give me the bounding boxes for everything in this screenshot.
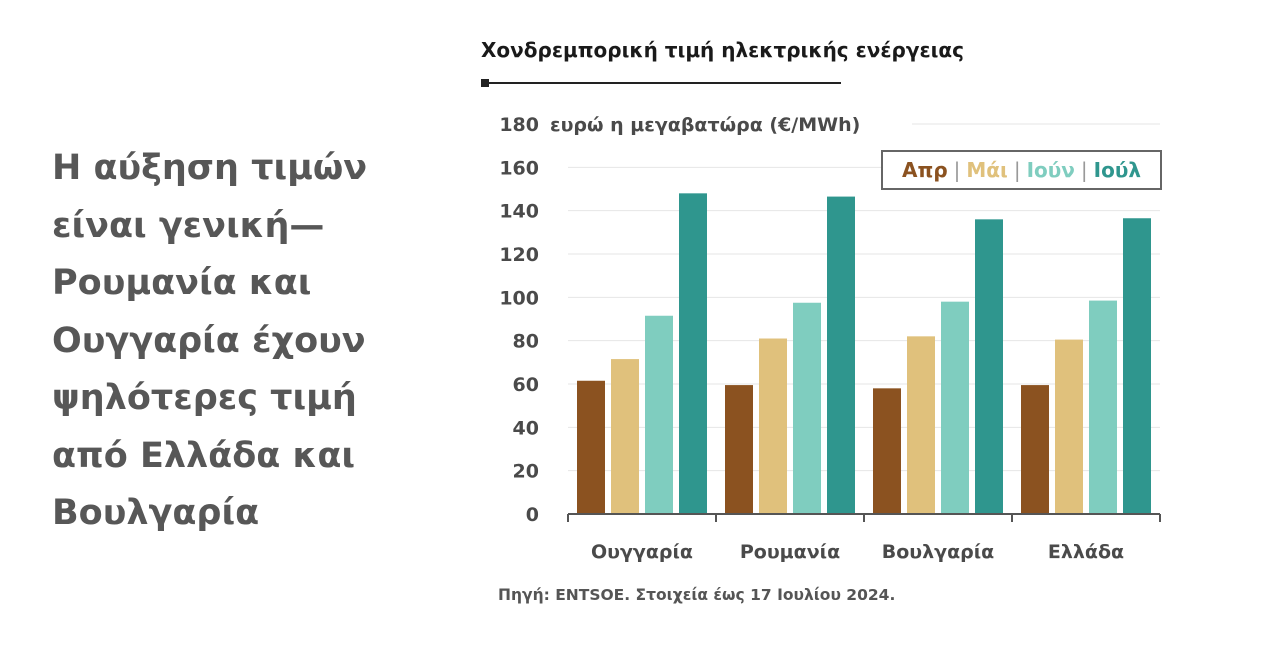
legend-entry: Απρ — [902, 158, 948, 182]
bar — [1089, 300, 1117, 514]
bars — [577, 193, 1151, 515]
bar — [793, 302, 821, 514]
chart-title: Χονδρεμπορική τιμή ηλεκτρικής ενέργειας — [481, 38, 964, 62]
y-tick-label: 80 — [513, 331, 539, 353]
bar — [1021, 385, 1049, 514]
legend-entry: Μάι — [966, 158, 1008, 182]
y-tick-label: 140 — [499, 201, 539, 223]
y-tick-label: 100 — [499, 287, 539, 309]
category-label: Ελλάδα — [1048, 541, 1124, 563]
y-axis-label: ευρώ η μεγαβατώρα (€/MWh) — [550, 114, 860, 136]
y-tick-label: 60 — [513, 374, 539, 396]
title-rule — [481, 82, 841, 84]
y-tick-label: 160 — [499, 157, 539, 179]
legend-separator: | — [953, 158, 961, 182]
y-tick-label: 120 — [499, 244, 539, 266]
y-tick-label: 40 — [513, 417, 539, 439]
legend-separator: | — [1013, 158, 1021, 182]
bar — [1123, 218, 1151, 514]
bar — [827, 196, 855, 515]
bar — [907, 336, 935, 514]
bar — [941, 301, 969, 514]
category-label: Ουγγαρία — [591, 541, 693, 563]
y-tick-labels: 0 20 40 60 80 100 120 140 160 180 ευρώ η μεγαβατώρ… — [499, 114, 860, 526]
bar — [679, 193, 707, 515]
x-axis — [567, 513, 1161, 522]
legend-entry: Ιούλ — [1093, 158, 1141, 182]
y-tick-label: 20 — [513, 461, 539, 483]
bar — [759, 338, 787, 514]
legend-entry: Ιούν — [1026, 158, 1075, 182]
legend: Απρ | Μάι | Ιούν | Ιούλ — [881, 150, 1162, 190]
source-note: Πηγή: ENTSOE. Στοιχεία έως 17 Ιουλίου 20… — [498, 586, 896, 604]
category-label: Βουλγαρία — [882, 541, 994, 563]
bar — [975, 219, 1003, 515]
bar — [1055, 339, 1083, 514]
category-labels: Ουγγαρία Ρουμανία Βουλγαρία Ελλάδα — [591, 541, 1124, 563]
bar — [873, 388, 901, 514]
bar — [645, 315, 673, 514]
headline: Η αύξηση τιμών είναι γενική—Ρουμανία και… — [52, 148, 368, 533]
legend-separator: | — [1080, 158, 1088, 182]
bar — [577, 380, 605, 514]
y-tick-label: 180 — [499, 114, 539, 136]
bar — [611, 359, 639, 514]
bar — [725, 385, 753, 514]
title-rule-mark — [481, 79, 489, 87]
y-tick-label: 0 — [526, 504, 539, 526]
category-label: Ρουμανία — [740, 541, 840, 563]
